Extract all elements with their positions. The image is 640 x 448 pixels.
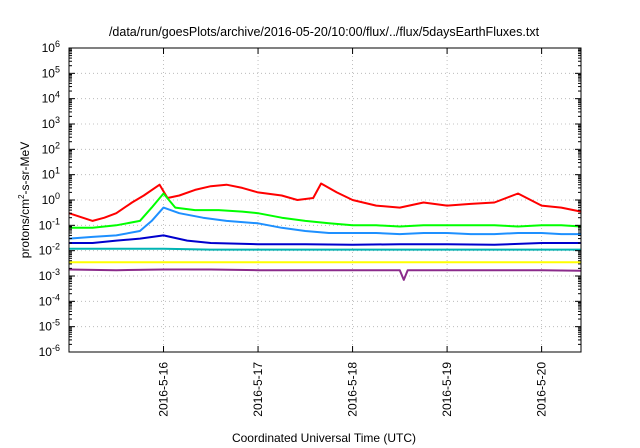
series-line-3 (68, 206, 581, 240)
x-tick-label: 2016-5-20 (535, 362, 549, 417)
y-tick-label: 10-3 (39, 267, 60, 283)
y-tick-label: 105 (42, 64, 60, 80)
y-tick-label: 100 (42, 191, 60, 207)
x-tick-label: 2016-5-17 (251, 362, 265, 417)
y-tick-label: 10-2 (39, 242, 60, 258)
y-tick-label: 10-6 (39, 343, 60, 359)
series-line-5 (69, 247, 581, 251)
y-tick-label: 10-1 (39, 216, 60, 232)
ticks: 10-6 10-5 10-4 10-3 10-2 10-1 100 101 102 103 104 1… (39, 39, 581, 417)
grid (69, 48, 581, 352)
y-tick-label: 10-4 (39, 292, 60, 308)
y-axis-label-base: protons/cm (18, 199, 32, 258)
x-tick-label: 2016-5-19 (440, 362, 454, 417)
x-tick-label: 2016-5-16 (157, 362, 171, 417)
y-tick-label: 104 (42, 90, 60, 106)
y-tick-label: 102 (42, 140, 60, 156)
series-line-4 (69, 234, 581, 246)
x-axis-label: Coordinated Universal Time (UTC) (232, 431, 416, 445)
y-tick-label: 10-5 (39, 318, 60, 334)
y-tick-label: 103 (42, 115, 60, 131)
chart-title: /data/run/goesPlots/archive/2016-05-20/1… (109, 25, 540, 39)
y-tick-label: 106 (42, 39, 60, 55)
series-layer (68, 182, 582, 281)
series-line-1 (68, 182, 582, 222)
y-axis-label-rest: -s-sr-MeV (18, 142, 32, 195)
y-axis-label-sup: 2 (17, 194, 26, 199)
series-line-7 (68, 268, 582, 281)
x-tick-label: 2016-5-18 (346, 362, 360, 417)
series-line-2 (69, 192, 582, 229)
y-tick-label: 101 (42, 166, 60, 182)
y-axis-label: protons/cm2-s-sr-MeV (17, 142, 32, 258)
